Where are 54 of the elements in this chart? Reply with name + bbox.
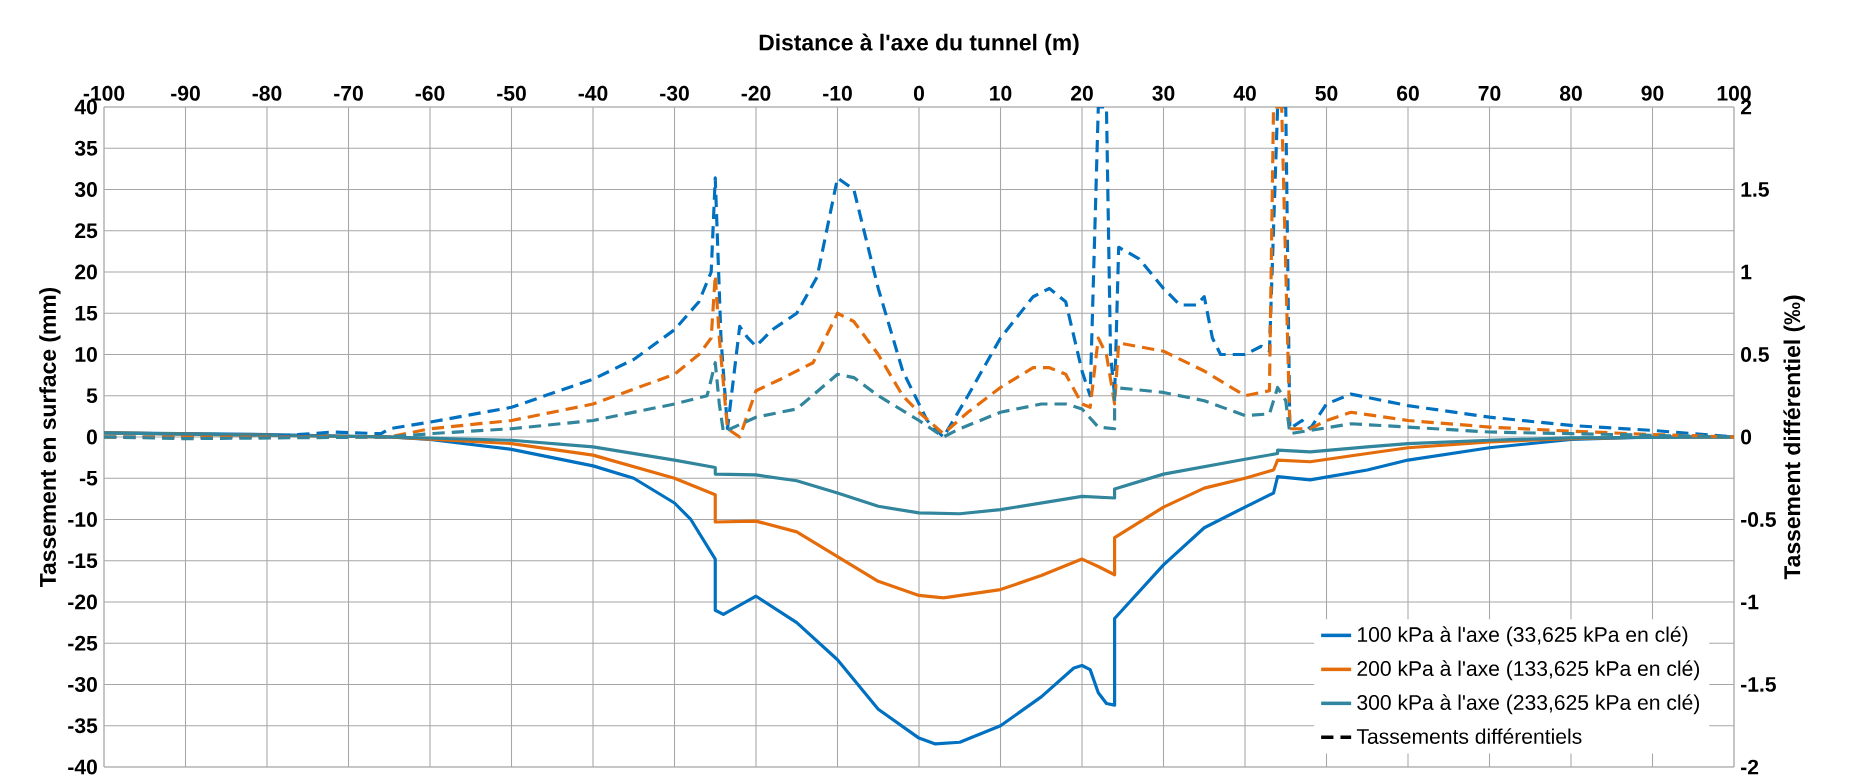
x-tick-label: 80	[1559, 85, 1582, 101]
legend-label: 300 kPa à l'axe (233,625 kPa en clé)	[1357, 694, 1700, 715]
x-tick-label: -20	[741, 85, 771, 101]
x-tick-label: 90	[1641, 85, 1664, 101]
y-tick-label: -10	[68, 512, 97, 527]
x-tick-label: 10	[990, 85, 1012, 101]
x-tick-label: -30	[660, 85, 689, 101]
y-tick-label: 25	[75, 223, 98, 239]
y-tick-label: 20	[75, 264, 97, 280]
y-tick-label: -25	[68, 635, 98, 651]
y2-tick-label: -1.5	[1741, 677, 1776, 692]
x-tick-label: -100	[83, 85, 125, 101]
legend-label: 100 kPa à l'axe (33,625 kPa en clé)	[1358, 626, 1688, 647]
x-tick-label: -40	[578, 85, 608, 101]
y2-tick-label: 2	[1740, 99, 1752, 115]
y2-tick-label: -1	[1741, 594, 1759, 610]
x-tick-label: -50	[497, 85, 526, 101]
x-tick-label: 60	[1397, 85, 1419, 101]
x-tick-label: 100	[1717, 85, 1751, 101]
x-tick-label: 30	[1152, 85, 1175, 101]
y-tick-label: -5	[79, 470, 98, 486]
y2-tick-label: -0.5	[1741, 512, 1776, 527]
x-tick-label: 50	[1315, 85, 1338, 101]
y-tick-label: 0	[86, 429, 97, 445]
x-tick-label: 20	[1071, 85, 1093, 101]
y-tick-label: 30	[74, 182, 97, 197]
x-axis-title: Distance à l'axe du tunnel (m)	[759, 33, 1079, 56]
y2-tick-label: 0.5	[1741, 347, 1769, 362]
legend-label: 200 kPa à l'axe (133,625 kPa en clé)	[1357, 660, 1700, 681]
y-tick-label: -35	[68, 718, 98, 734]
x-tick-label: -70	[334, 85, 363, 101]
y-tick-label: 10	[75, 347, 97, 362]
y2-tick-label: -2	[1741, 759, 1759, 775]
y-tick-label: 35	[74, 140, 98, 156]
y-tick-label: 15	[75, 305, 98, 321]
y-tick-label: -15	[68, 553, 98, 569]
y2-tick-label: 1.5	[1741, 182, 1769, 197]
annotation: Tassements différentiels	[1356, 728, 1582, 744]
y-tick-label: -40	[68, 759, 97, 775]
x-tick-label: 40	[1233, 85, 1256, 101]
x-tick-label: 70	[1478, 85, 1501, 101]
x-tick-label: -60	[415, 85, 445, 101]
x-tick-label: -90	[171, 85, 200, 101]
y-axis-title: Tassement en surface (mm)	[39, 287, 61, 587]
y2-tick-label: 0	[1741, 429, 1752, 445]
y-tick-label: 5	[86, 388, 98, 404]
y-tick-label: -30	[68, 677, 97, 692]
y2-axis-title: Tassement différentiel (‰)	[1783, 295, 1805, 580]
x-tick-label: 0	[913, 85, 924, 101]
y2-tick-label: 1	[1741, 264, 1752, 280]
y-tick-label: -20	[68, 594, 97, 610]
x-tick-label: -10	[823, 85, 852, 101]
x-tick-label: -80	[252, 85, 282, 101]
y-tick-label: 40	[74, 99, 97, 115]
